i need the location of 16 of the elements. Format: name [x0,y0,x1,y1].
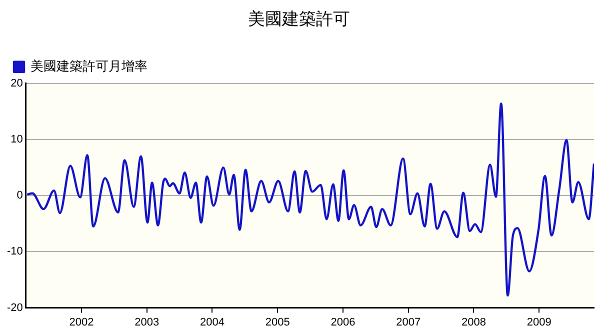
chart-title: 美國建築許可 [248,10,350,30]
x-tick-label: 2007 [396,316,421,328]
line-series [26,102,594,297]
x-tick-label: 2003 [134,316,160,328]
x-tick-label: 2009 [526,316,552,328]
y-tick-label: -20 [6,302,23,314]
x-tick-label: 2005 [265,316,290,328]
y-tick-label: 0 [16,190,23,202]
y-tick-label: 20 [10,77,23,90]
y-tick-label: -10 [6,246,23,258]
x-tick-label: 2004 [200,316,224,328]
legend-label: 美國建築許可月增率 [30,58,148,74]
x-tick-label: 2006 [330,316,356,328]
y-tick-label: 10 [10,134,23,146]
x-tick-label: 2002 [69,316,94,328]
x-tick-label: 2008 [461,316,486,328]
